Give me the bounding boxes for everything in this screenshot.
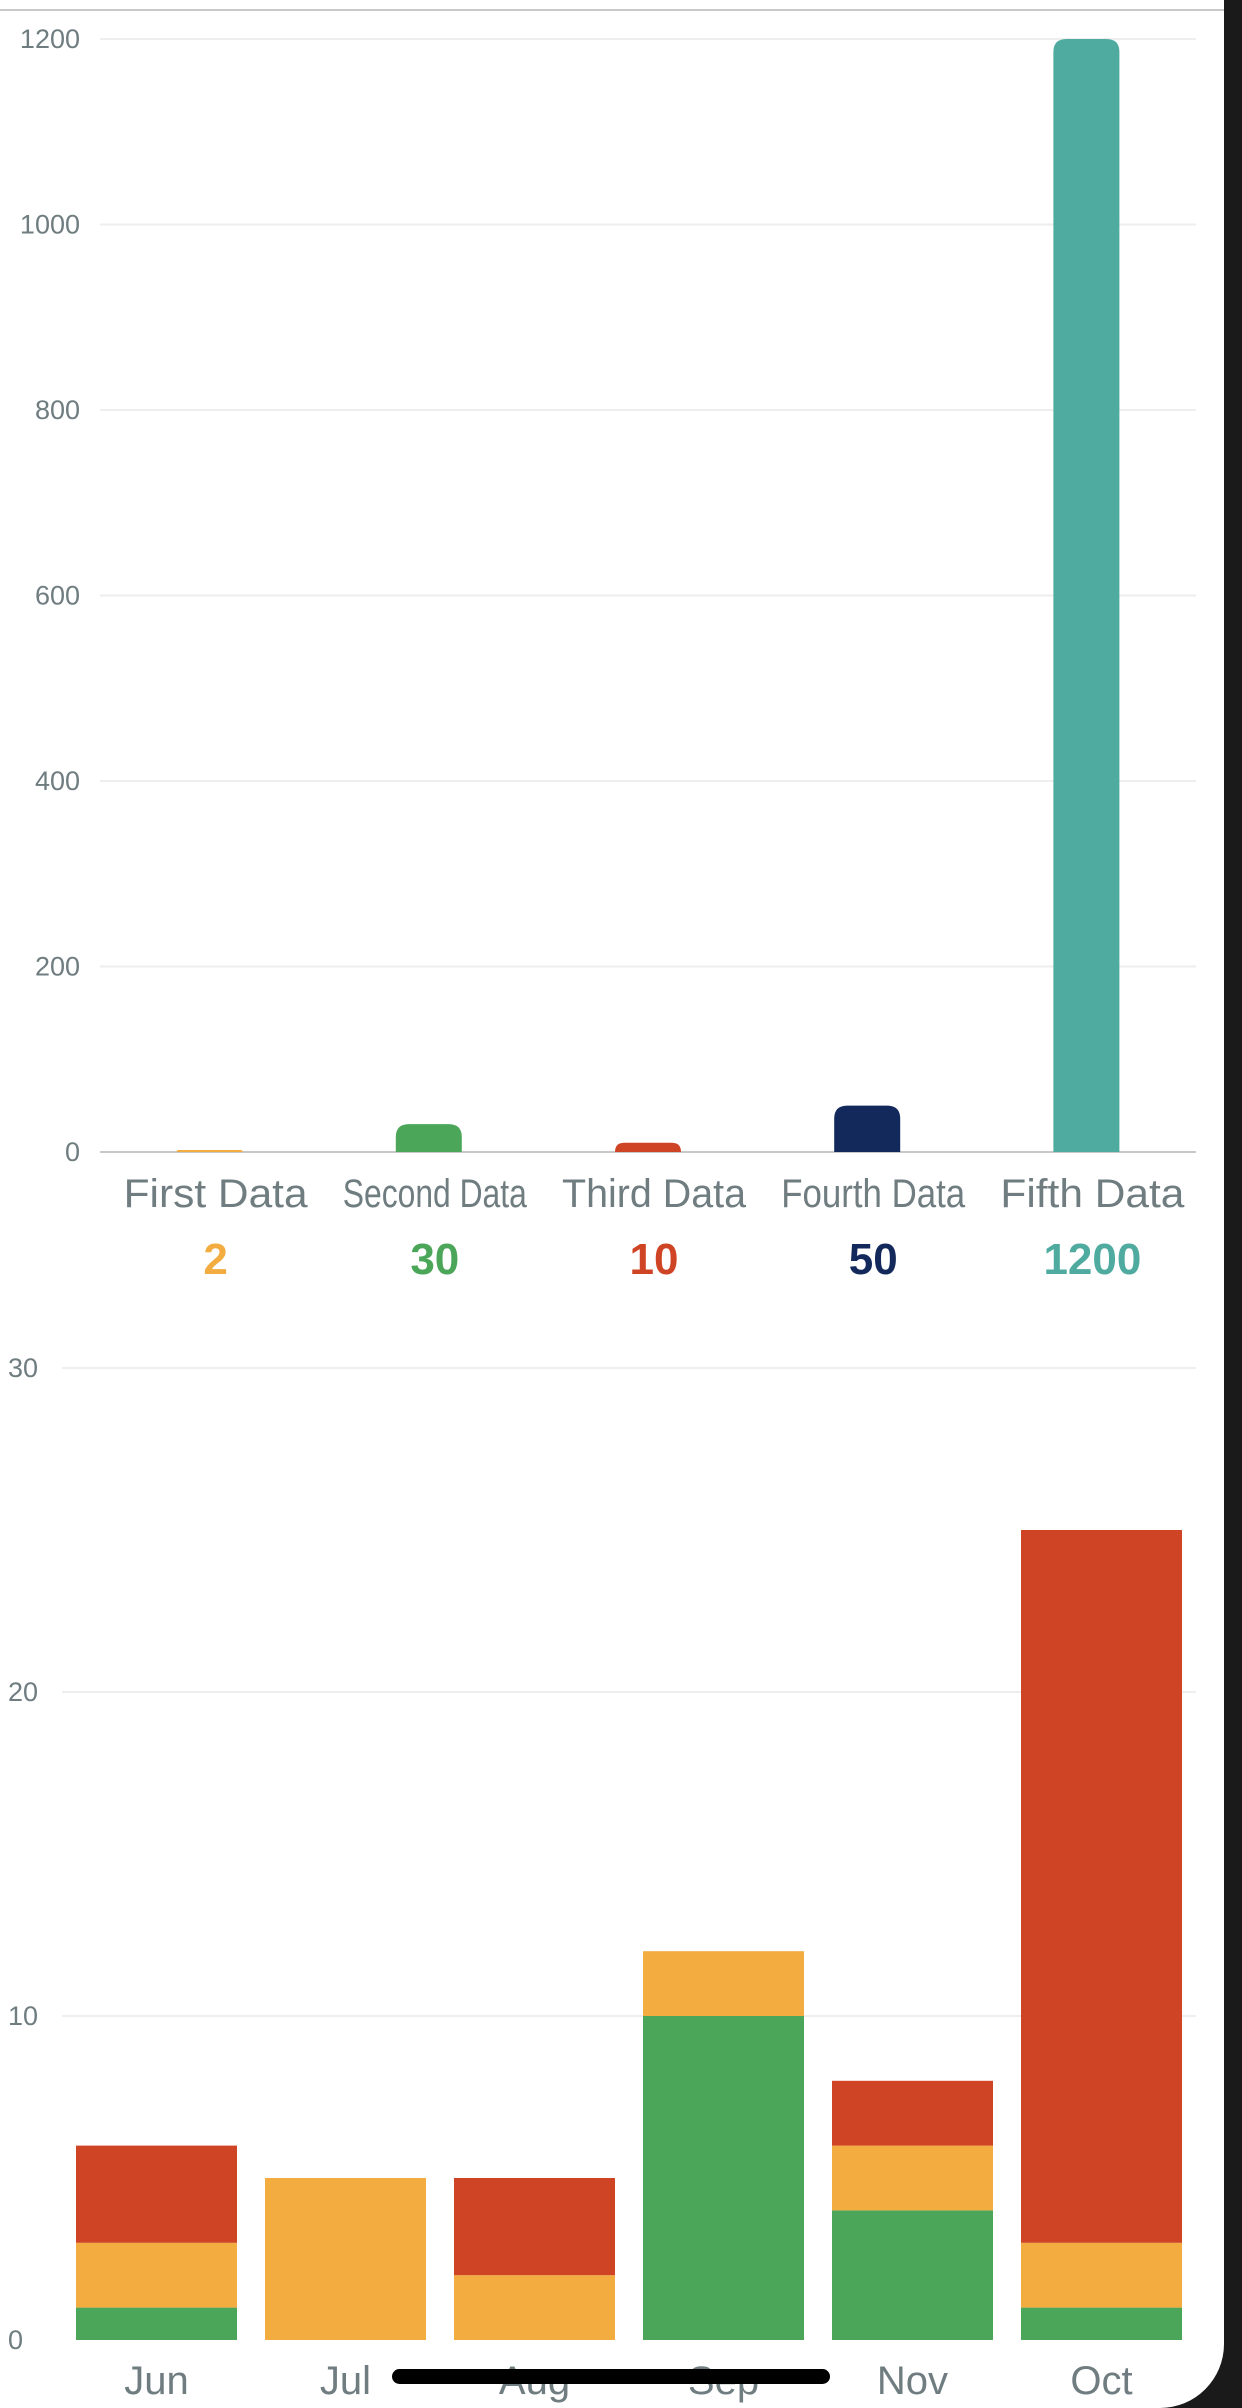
y-tick-label: 10 xyxy=(8,2001,38,2031)
data-label: 2 xyxy=(203,1235,227,1284)
stacked-bar-segment xyxy=(1021,2307,1182,2340)
bar xyxy=(395,1124,462,1152)
stacked-bar-chart-monthly: 0102030JunJulAugSepNovOct xyxy=(8,1353,1196,2403)
x-tick-label: Second Data xyxy=(343,1172,528,1216)
x-tick-label: First Data xyxy=(124,1172,309,1216)
stacked-bar-segment xyxy=(76,2307,237,2340)
stacked-bar-segment xyxy=(454,2275,615,2340)
x-tick-label: Jun xyxy=(124,2359,189,2403)
x-tick-label: Oct xyxy=(1070,2359,1132,2403)
header-divider xyxy=(0,9,1224,11)
stacked-bar-segment xyxy=(265,2178,426,2340)
stacked-bar-segment xyxy=(832,2080,993,2146)
y-tick-label: 400 xyxy=(35,766,80,796)
home-indicator xyxy=(392,2369,830,2384)
y-tick-label: 30 xyxy=(8,1353,38,1383)
y-tick-label: 0 xyxy=(65,1137,80,1167)
bar xyxy=(834,1105,901,1152)
x-tick-label: Nov xyxy=(877,2359,948,2403)
bar xyxy=(1053,39,1120,1152)
stacked-bar-segment xyxy=(454,2178,615,2276)
stacked-bar-segment xyxy=(76,2242,237,2308)
bar xyxy=(615,1142,681,1152)
y-tick-label: 1200 xyxy=(20,24,80,54)
bar-chart-totals: 0 200 400 600 800 1000 1200 First Data 2 Second D… xyxy=(20,24,1196,1284)
y-tick-label: 800 xyxy=(35,395,80,425)
stacked-bar-segment xyxy=(643,1951,804,2016)
x-tick-label: Jul xyxy=(320,2359,371,2403)
x-tick-label: Third Data xyxy=(562,1172,747,1216)
x-tick-label: Fifth Data xyxy=(1000,1172,1185,1216)
stacked-bar-segment xyxy=(832,2210,993,2340)
stacked-bar-segment xyxy=(832,2145,993,2211)
x-tick-label: Fourth Data xyxy=(781,1172,966,1216)
y-tick-label: 0 xyxy=(8,2325,23,2355)
data-label: 10 xyxy=(630,1235,679,1284)
stacked-bar-segment xyxy=(643,2016,804,2340)
bar xyxy=(176,1150,243,1152)
data-label: 50 xyxy=(849,1235,898,1284)
stacked-bar-segment xyxy=(1021,2242,1182,2308)
y-tick-label: 1000 xyxy=(20,210,80,240)
data-label: 1200 xyxy=(1043,1235,1141,1284)
y-tick-label: 600 xyxy=(35,581,80,611)
y-tick-label: 200 xyxy=(35,952,80,982)
y-tick-label: 20 xyxy=(8,1677,38,1707)
stacked-bar-segment xyxy=(76,2145,237,2243)
data-label: 30 xyxy=(410,1235,459,1284)
stacked-bar-segment xyxy=(1021,1530,1182,2243)
